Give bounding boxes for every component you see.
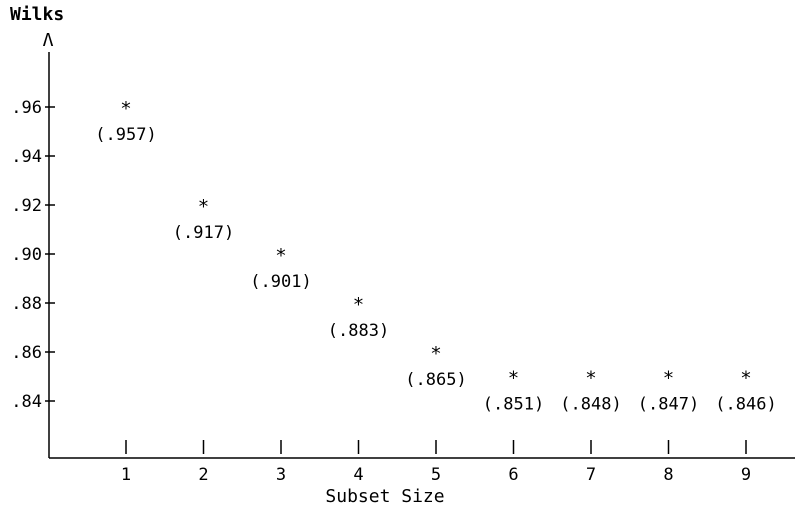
data-point: * <box>740 368 751 390</box>
y-tick-label: .84 <box>11 392 42 412</box>
data-label: (.851) <box>483 395 544 415</box>
x-tick-label: 6 <box>508 465 518 485</box>
data-point: * <box>198 196 209 218</box>
x-tick-label: 8 <box>663 465 673 485</box>
y-tick-label: .88 <box>11 294 42 314</box>
data-label: (.883) <box>328 321 389 341</box>
data-point: * <box>120 98 131 120</box>
x-tick-label: 3 <box>276 465 286 485</box>
x-tick-label: 9 <box>741 465 751 485</box>
y-tick-label: .90 <box>11 245 42 265</box>
x-tick-label: 5 <box>431 465 441 485</box>
y-tick-label: .96 <box>11 98 42 118</box>
y-axis-title-line1: Wilks <box>10 4 64 25</box>
data-label: (.917) <box>173 223 234 243</box>
data-point: * <box>508 368 519 390</box>
data-label: (.957) <box>95 125 156 145</box>
x-axis-title: Subset Size <box>325 486 444 507</box>
data-point: * <box>430 343 441 365</box>
x-tick-label: 7 <box>586 465 596 485</box>
x-tick-label: 1 <box>121 465 131 485</box>
y-tick-label: .86 <box>11 343 42 363</box>
x-tick-label: 2 <box>198 465 208 485</box>
data-label: (.848) <box>560 395 621 415</box>
data-point: * <box>663 368 674 390</box>
data-label: (.901) <box>250 272 311 292</box>
data-point: * <box>353 294 364 316</box>
y-tick-label: .92 <box>11 196 42 216</box>
data-point: * <box>585 368 596 390</box>
y-axis-title-line2: Λ <box>43 30 54 51</box>
y-tick-label: .94 <box>11 147 42 167</box>
x-tick-label: 4 <box>353 465 363 485</box>
data-label: (.865) <box>405 370 466 390</box>
data-label: (.847) <box>638 395 699 415</box>
data-label: (.846) <box>715 395 776 415</box>
chart-marks: .96 .94 .92 .90 .88 .86 .84 1 2 3 4 5 6 7 8 9 * (.957) * (.… <box>11 98 776 485</box>
data-point: * <box>275 245 286 267</box>
